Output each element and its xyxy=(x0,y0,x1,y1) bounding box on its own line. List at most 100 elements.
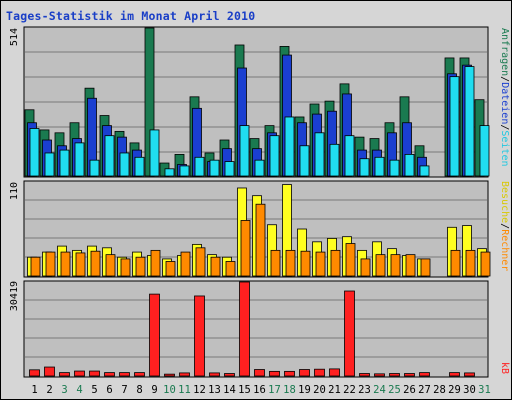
bar-kb-day-15 xyxy=(239,281,250,377)
x-tick-label-day-28: 28 xyxy=(433,384,446,396)
bar-seiten-day-11 xyxy=(179,165,190,177)
bar-rechner-day-27 xyxy=(420,258,431,277)
bar-seiten-day-30 xyxy=(464,66,475,177)
x-tick-label-day-25: 25 xyxy=(388,384,401,396)
legend-kb: kB xyxy=(499,362,510,374)
bar-rechner-day-30 xyxy=(465,249,476,277)
bar-seiten-day-27 xyxy=(419,165,430,177)
bar-rechner-day-8 xyxy=(135,256,146,277)
x-tick-label-day-5: 5 xyxy=(91,384,97,396)
bar-rechner-day-20 xyxy=(315,251,326,277)
bar-seiten-day-4 xyxy=(74,142,85,177)
right-legend-middle: Besuche/Rechner xyxy=(499,181,510,271)
legend-besuche: Besuche xyxy=(499,181,510,223)
bar-kb-day-13 xyxy=(209,372,220,377)
bar-seiten-day-29 xyxy=(449,76,460,177)
x-tick-label-day-3: 3 xyxy=(61,384,67,396)
bar-seiten-day-24 xyxy=(374,156,385,177)
x-tick-label-day-15: 15 xyxy=(238,384,251,396)
x-tick-label-day-22: 22 xyxy=(343,384,356,396)
bar-rechner-day-31 xyxy=(480,251,491,277)
x-tick-label-day-29: 29 xyxy=(448,384,461,396)
bar-rechner-day-15 xyxy=(240,220,251,277)
bar-kb-day-18 xyxy=(284,370,295,377)
bar-rechner-day-13 xyxy=(210,256,221,277)
bar-rechner-day-22 xyxy=(345,243,356,277)
x-tick-label-day-1: 1 xyxy=(31,384,37,396)
plot-panel-3 xyxy=(23,280,489,378)
x-tick-label-day-12: 12 xyxy=(193,384,206,396)
bar-seiten-day-19 xyxy=(299,145,310,177)
bar-kb-day-9 xyxy=(149,293,160,377)
bar-kb-day-23 xyxy=(359,373,370,377)
chart-bars xyxy=(24,27,491,377)
legend-rechner: Rechner xyxy=(499,229,510,271)
bar-kb-day-29 xyxy=(449,372,460,377)
bar-kb-day-30 xyxy=(464,372,475,377)
bar-kb-day-8 xyxy=(134,372,145,377)
bar-kb-day-7 xyxy=(119,372,130,377)
bar-seiten-day-6 xyxy=(104,135,115,177)
x-tick-label-day-2: 2 xyxy=(46,384,52,396)
bar-kb-day-26 xyxy=(404,373,415,377)
bar-kb-day-2 xyxy=(44,366,55,377)
legend-seiten: Seiten xyxy=(499,130,510,166)
bar-seiten-day-21 xyxy=(329,143,340,177)
chart-title: Tages-Statistik im Monat April 2010 xyxy=(6,9,256,23)
bar-kb-day-16 xyxy=(254,369,265,377)
bar-seiten-day-18 xyxy=(284,116,295,177)
x-tick-label-day-9: 9 xyxy=(151,384,157,396)
x-tick-label-day-14: 14 xyxy=(223,384,236,396)
x-tick-label-day-21: 21 xyxy=(328,384,341,396)
bar-seiten-day-20 xyxy=(314,132,325,177)
bar-seiten-day-16 xyxy=(254,159,265,177)
bar-rechner-day-24 xyxy=(375,254,386,277)
bar-rechner-day-16 xyxy=(255,203,266,277)
bar-seiten-day-31 xyxy=(479,125,490,177)
bar-seiten-day-17 xyxy=(269,135,280,177)
bar-kb-day-17 xyxy=(269,370,280,377)
bar-seiten-day-23 xyxy=(359,158,370,177)
bottom-panel-max-label: 30419 xyxy=(9,281,20,311)
x-tick-label-day-27: 27 xyxy=(418,384,431,396)
bar-rechner-day-14 xyxy=(225,261,236,277)
bar-rechner-day-10 xyxy=(165,261,176,277)
x-tick-label-day-24: 24 xyxy=(373,384,386,396)
bar-kb-day-24 xyxy=(374,373,385,377)
bar-kb-day-20 xyxy=(314,368,325,377)
x-tick-label-day-11: 11 xyxy=(178,384,191,396)
bar-seiten-day-10 xyxy=(164,168,175,177)
bar-rechner-day-3 xyxy=(60,251,71,277)
bar-rechner-day-4 xyxy=(75,252,86,277)
bar-rechner-day-26 xyxy=(405,254,416,277)
x-tick-label-day-13: 13 xyxy=(208,384,221,396)
bar-rechner-day-5 xyxy=(90,250,101,277)
x-tick-label-day-18: 18 xyxy=(283,384,296,396)
x-tick-label-day-30: 30 xyxy=(463,384,476,396)
bar-rechner-day-6 xyxy=(105,254,116,277)
x-tick-label-day-26: 26 xyxy=(403,384,416,396)
legend-separator-1: / xyxy=(499,76,510,82)
x-tick-label-day-10: 10 xyxy=(163,384,176,396)
bar-rechner-day-29 xyxy=(450,249,461,277)
legend-anfragen: Anfragen xyxy=(499,28,510,76)
bar-kb-day-25 xyxy=(389,373,400,377)
bar-rechner-day-18 xyxy=(285,249,296,277)
bar-seiten-day-14 xyxy=(224,161,235,177)
bar-rechner-day-19 xyxy=(300,250,311,277)
bar-kb-day-3 xyxy=(59,372,70,377)
x-axis-ticks: 1 2 3 4 5 6 7 8 9 10 11 12 13 14 15 16 17 18 19 20 21 22 23 24 2… xyxy=(31,384,490,396)
bar-kb-day-21 xyxy=(329,368,340,377)
bar-seiten-day-5 xyxy=(89,159,100,177)
x-tick-label-day-6: 6 xyxy=(106,384,112,396)
x-tick-label-day-4: 4 xyxy=(76,384,82,396)
right-legend-top: Anfragen/Dateien/Seiten xyxy=(499,28,510,167)
bar-kb-day-12 xyxy=(194,295,205,377)
bar-kb-day-6 xyxy=(104,372,115,377)
right-legend-bottom: kB xyxy=(499,362,510,374)
bar-seiten-day-22 xyxy=(344,135,355,177)
x-tick-label-day-23: 23 xyxy=(358,384,371,396)
x-tick-label-day-19: 19 xyxy=(298,384,311,396)
bar-kb-day-4 xyxy=(74,370,85,377)
